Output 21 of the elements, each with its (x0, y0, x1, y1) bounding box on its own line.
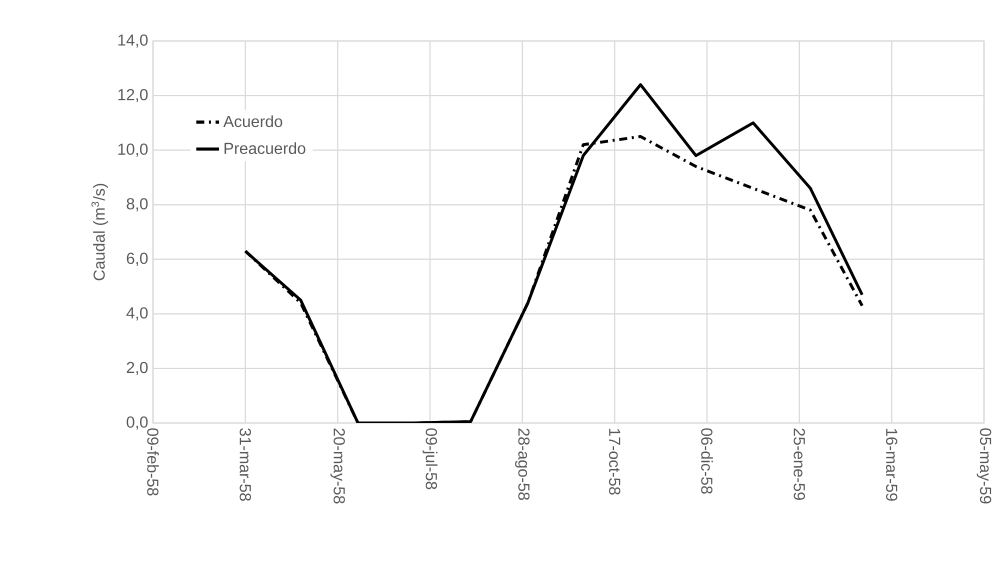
x-tick-label: 09-feb-58 (147, 428, 159, 496)
y-axis-title: Caudal (m$^{3}$/s) (91, 184, 108, 280)
x-tick-label: 20-may-58 (330, 428, 345, 504)
y-tick-label: 4,0 (126, 307, 148, 320)
y-tick-label: 12,0 (118, 88, 148, 102)
y-tick-label: 2,0 (126, 362, 148, 376)
x-tick-label: 31-mar-58 (240, 428, 251, 501)
legend-label: Preacuerdo (224, 142, 306, 154)
x-tick-label: 05-may-59 (976, 428, 992, 504)
legend-label: Acuerdo (223, 115, 282, 128)
y-tick-label: 0,0 (126, 416, 148, 430)
x-tick-label: 09-jul-58 (422, 428, 438, 490)
x-tick-label: 17-oct-58 (609, 428, 620, 495)
x-tick-label: 06-dic-58 (701, 428, 713, 494)
y-tick-label: 8,0 (126, 198, 148, 212)
y-tick-label: 14,0 (118, 34, 148, 48)
x-tick-label: 28-ago-58 (515, 428, 530, 500)
y-tick-label: 10,0 (118, 144, 148, 157)
y-tick-label: 6,0 (126, 252, 148, 266)
x-tick-label: 25-ene-59 (794, 428, 805, 500)
x-tick-label: 16-mar-59 (886, 428, 898, 501)
